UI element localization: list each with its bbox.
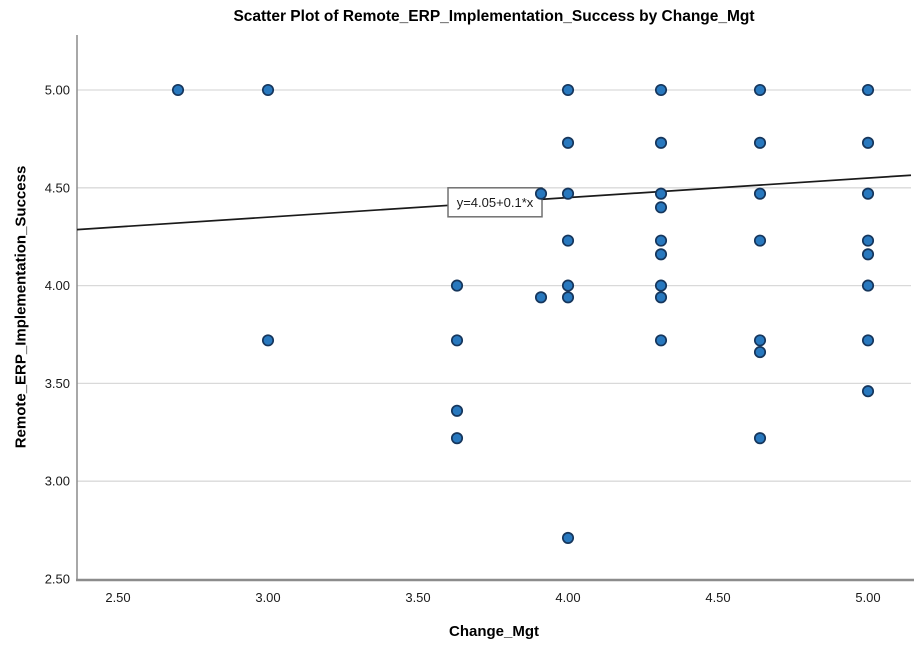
chart-title: Scatter Plot of Remote_ERP_Implementatio… bbox=[233, 8, 755, 25]
fit-equation-box bbox=[447, 187, 543, 218]
data-point bbox=[261, 334, 275, 347]
data-point bbox=[753, 136, 767, 149]
data-point bbox=[561, 531, 575, 544]
data-point bbox=[450, 334, 464, 347]
data-point bbox=[861, 279, 875, 292]
data-point bbox=[171, 83, 185, 97]
data-point bbox=[654, 334, 668, 347]
x-tick-label: 3.50 bbox=[405, 590, 430, 605]
x-tick-label: 3.00 bbox=[255, 590, 280, 605]
data-point bbox=[753, 334, 767, 347]
data-point bbox=[654, 248, 668, 261]
y-tick-label: 5.00 bbox=[45, 83, 70, 98]
y-tick-label: 4.50 bbox=[45, 180, 70, 195]
data-point bbox=[654, 234, 668, 247]
data-point bbox=[654, 201, 668, 214]
data-point bbox=[450, 279, 464, 292]
y-tick-label: 3.50 bbox=[45, 376, 70, 391]
data-point bbox=[861, 83, 875, 97]
data-point bbox=[654, 83, 668, 97]
data-point bbox=[753, 234, 767, 247]
data-point bbox=[534, 187, 548, 200]
data-point bbox=[561, 234, 575, 247]
data-point bbox=[450, 404, 464, 417]
x-tick-label: 5.00 bbox=[855, 590, 880, 605]
data-point bbox=[561, 279, 575, 292]
data-point bbox=[753, 432, 767, 445]
data-point bbox=[861, 234, 875, 247]
data-point bbox=[654, 187, 668, 200]
data-point bbox=[561, 136, 575, 149]
data-point bbox=[753, 83, 767, 97]
data-point bbox=[534, 291, 548, 304]
data-point bbox=[753, 187, 767, 200]
data-point bbox=[861, 334, 875, 347]
x-tick-label: 2.50 bbox=[105, 590, 130, 605]
data-point bbox=[561, 187, 575, 200]
data-point bbox=[561, 291, 575, 304]
data-point bbox=[861, 136, 875, 149]
x-tick-label: 4.00 bbox=[555, 590, 580, 605]
data-point bbox=[654, 291, 668, 304]
data-point bbox=[450, 432, 464, 445]
x-axis-title: Change_Mgt bbox=[449, 623, 539, 640]
y-tick-label: 3.00 bbox=[45, 474, 70, 489]
data-point bbox=[261, 83, 275, 97]
y-tick-label: 4.00 bbox=[45, 278, 70, 293]
data-point bbox=[654, 279, 668, 292]
data-point bbox=[654, 136, 668, 149]
x-tick-label: 4.50 bbox=[705, 590, 730, 605]
data-point bbox=[753, 346, 767, 359]
data-point bbox=[861, 385, 875, 398]
fit-equation-label: y=4.05+0.1*x bbox=[457, 195, 534, 210]
data-point bbox=[561, 83, 575, 97]
data-point bbox=[861, 248, 875, 261]
y-tick-label: 2.50 bbox=[45, 572, 70, 587]
data-point bbox=[861, 187, 875, 200]
